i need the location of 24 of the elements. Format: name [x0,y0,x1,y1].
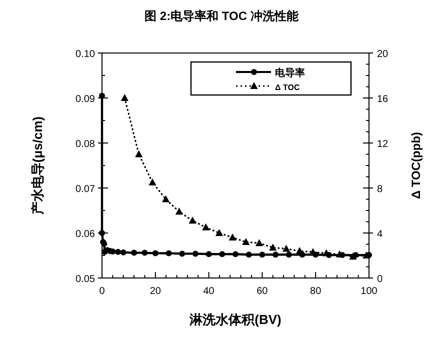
x-tick-label: 100 [360,286,378,297]
y2-tick-label: 20 [377,49,389,60]
x-axis-title: 淋洗水体积(BV) [188,312,282,327]
y2-tick-label: 0 [377,274,383,285]
y2-tick-label: 4 [377,229,383,240]
y2-tick-label: 12 [377,139,389,150]
y-tick-label: 0.10 [76,49,96,60]
x-tick-label: 0 [99,286,106,297]
y-tick-label: 0.09 [76,94,96,105]
y2-tick-label: 16 [377,94,389,105]
y-axis-title: 产水电导(μs/cm) [30,116,45,216]
chart-title: 图 2:电导率和 TOC 冲洗性能 [144,9,300,23]
legend-label: 电导率 [275,67,305,79]
x-tick-label: 40 [203,286,215,297]
y2-tick-label: 8 [377,184,383,195]
x-tick-label: 60 [256,286,268,297]
y2-axis-title: Δ TOC(ppb) [409,132,423,200]
y-tick-label: 0.08 [76,139,96,150]
y-tick-label: 0.07 [76,184,96,195]
x-tick-label: 80 [310,286,322,297]
legend-label: Δ TOC [275,83,300,92]
y-tick-label: 0.05 [76,274,96,285]
y-tick-label: 0.06 [76,229,96,240]
x-tick-label: 20 [150,286,162,297]
